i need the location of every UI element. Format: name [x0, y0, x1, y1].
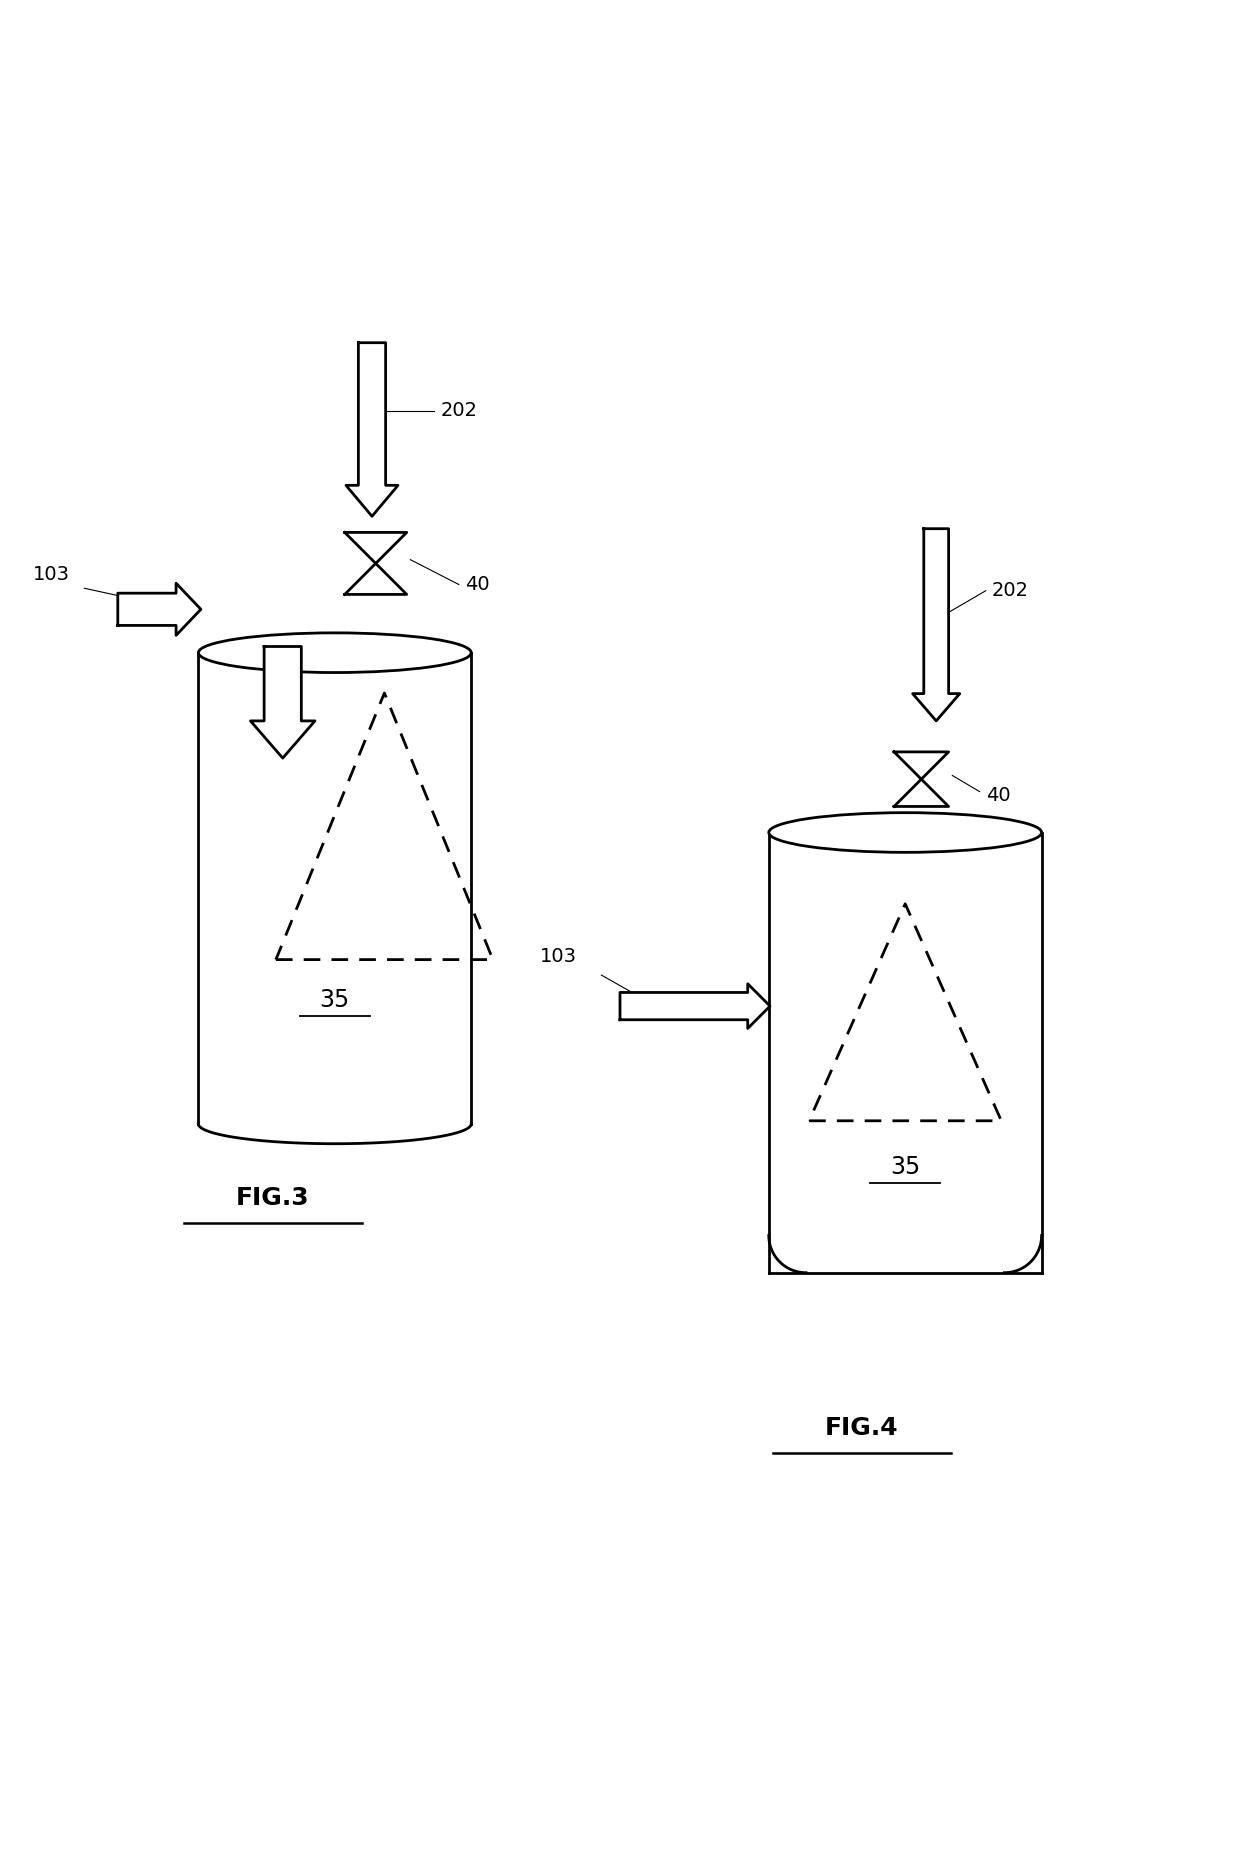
Polygon shape: [913, 529, 960, 720]
Polygon shape: [346, 342, 398, 516]
Text: 35: 35: [890, 1155, 920, 1179]
Text: 40: 40: [986, 787, 1011, 805]
Text: 103: 103: [539, 948, 577, 966]
Text: FIG.4: FIG.4: [825, 1416, 899, 1440]
Text: 35: 35: [320, 988, 350, 1012]
Polygon shape: [620, 983, 770, 1029]
Text: 103: 103: [32, 565, 69, 585]
Polygon shape: [118, 583, 201, 635]
Text: 40: 40: [465, 576, 490, 594]
Text: 202: 202: [440, 402, 477, 420]
Ellipse shape: [198, 633, 471, 672]
Polygon shape: [250, 646, 315, 759]
Text: 202: 202: [992, 581, 1029, 600]
Text: FIG.3: FIG.3: [236, 1186, 310, 1211]
Ellipse shape: [769, 813, 1042, 851]
